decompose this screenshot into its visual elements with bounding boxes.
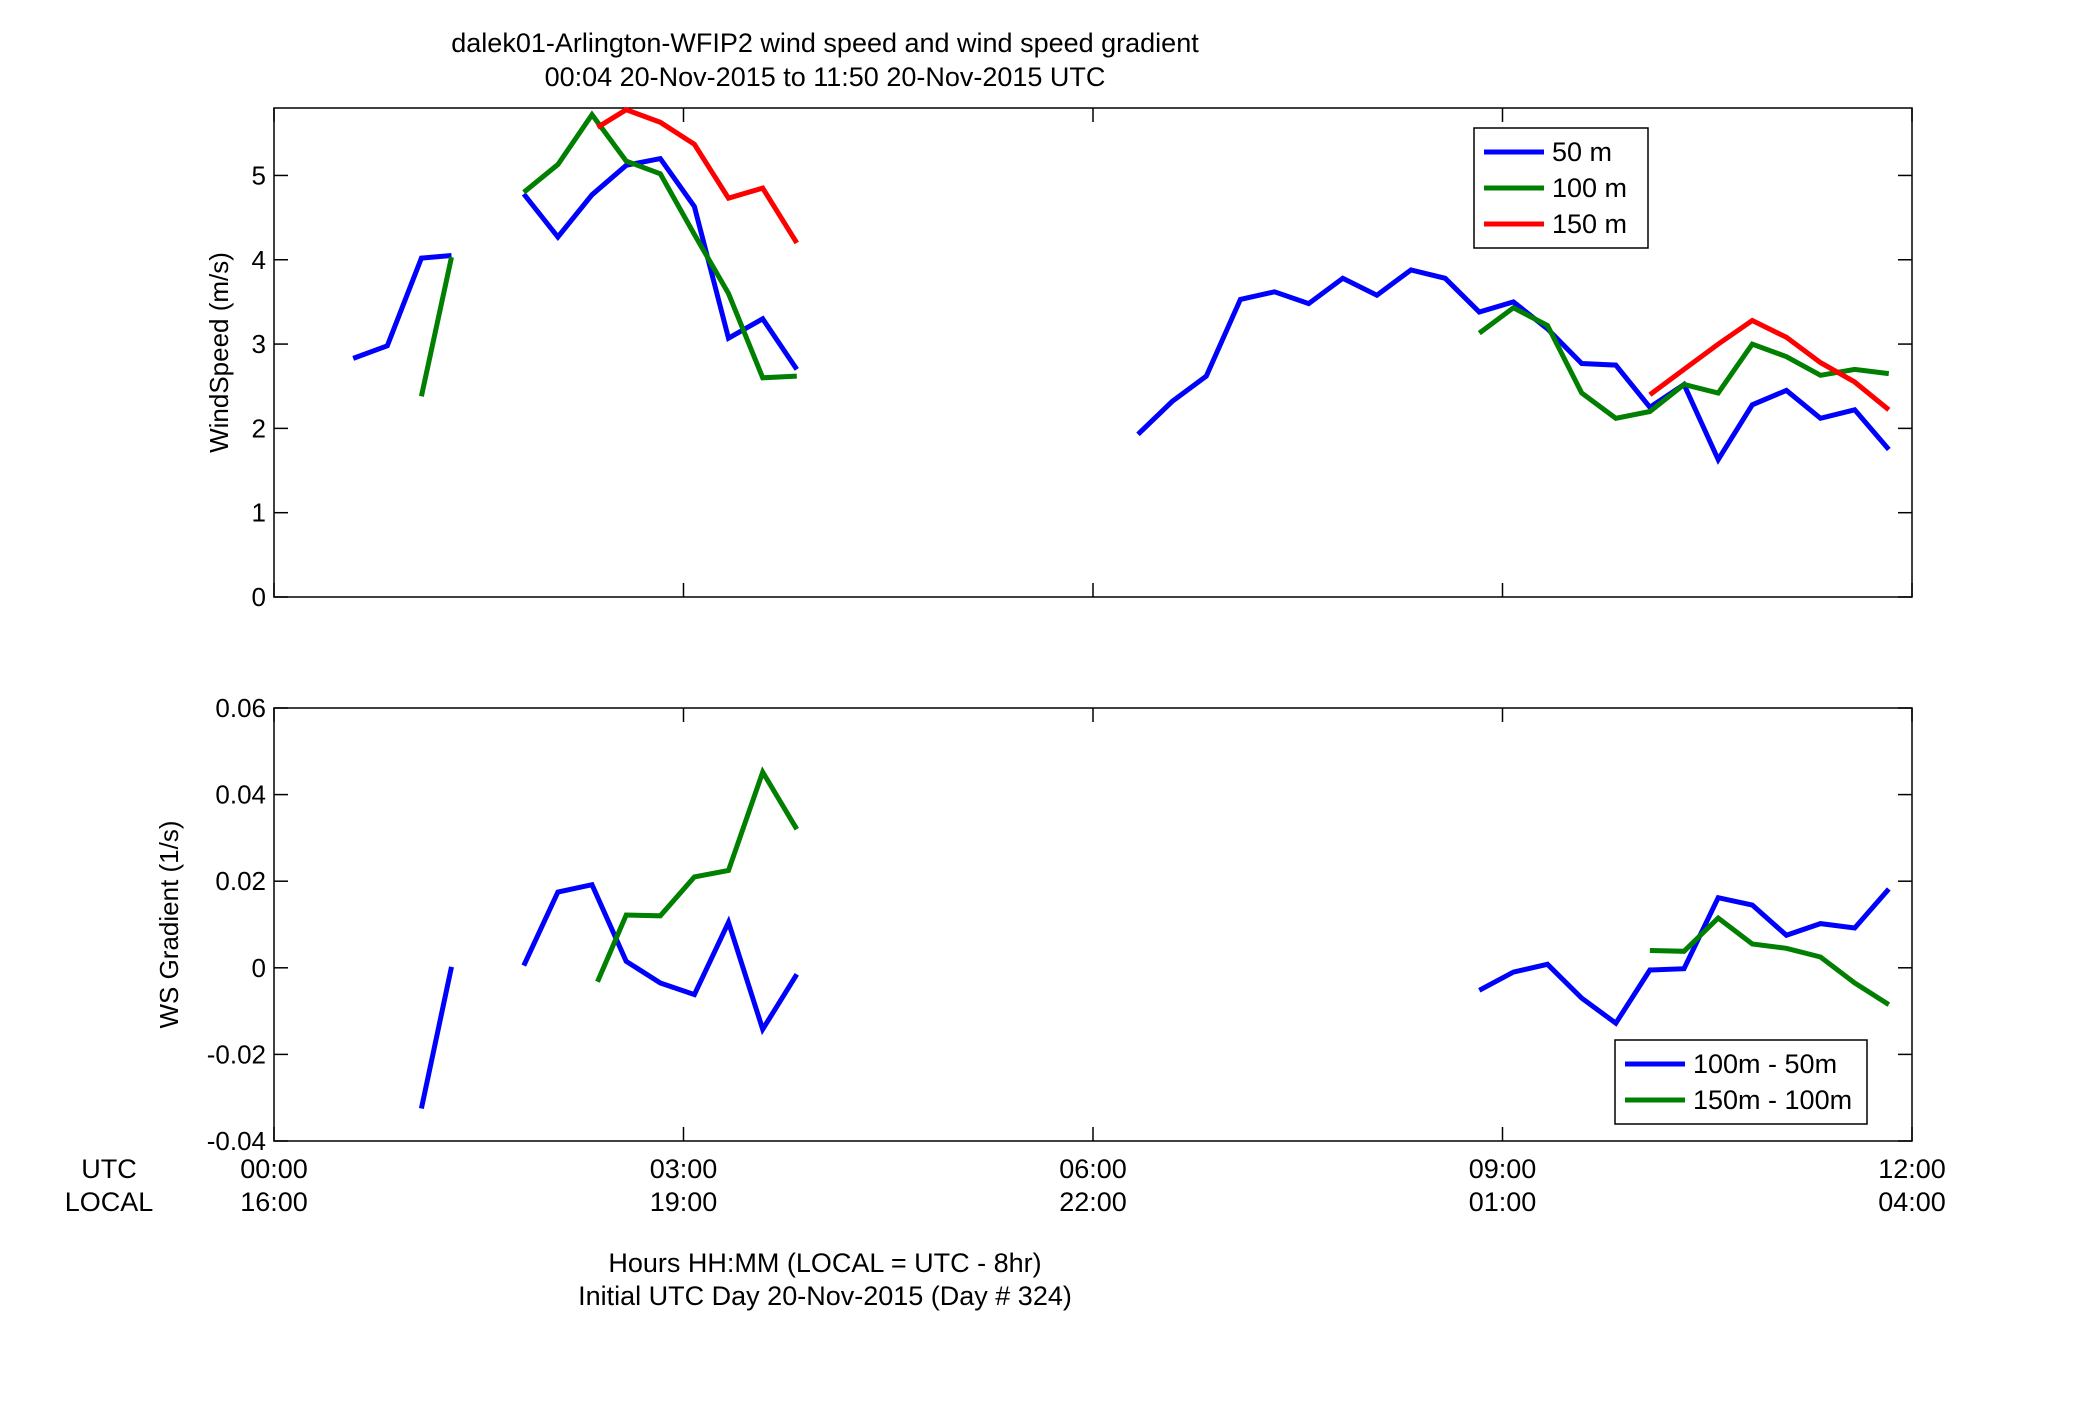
windspeed-y-tick-label: 2 (252, 413, 266, 443)
gradient-y-tick-label: 0.02 (215, 866, 266, 896)
windspeed-panel: 0 1 2 3 4 5 WindSpeed (m/s) 50 m 100 m 150 m (204, 106, 1913, 612)
gradient-y-tick-label: 0.04 (215, 780, 266, 810)
windspeed-series-50-m-line (1136, 267, 1891, 465)
figure-title-line2: 00:04 20-Nov-2015 to 11:50 20-Nov-2015 U… (545, 62, 1106, 92)
x-tick-label-utc: 06:00 (1059, 1154, 1127, 1184)
gradient-panel: -0.04 -0.02 0 0.02 0.04 0.06 WS Gradient (1/s)… (154, 693, 1913, 1156)
utc-row-label: UTC (81, 1154, 137, 1184)
windspeed-y-axis-label: WindSpeed (m/s) (204, 252, 234, 453)
gradient-series-150m-100m-line (1649, 914, 1891, 1007)
windspeed-series-150-m-line (596, 106, 799, 245)
x-axis-label-line1: Hours HH:MM (LOCAL = UTC - 8hr) (608, 1248, 1041, 1278)
x-tick-label-local: 01:00 (1469, 1187, 1537, 1217)
windspeed-legend-label: 50 m (1552, 137, 1612, 167)
gradient-y-tick-label: 0 (252, 953, 266, 983)
gradient-series-150m-100m-line (595, 766, 799, 983)
x-axis-label-line2: Initial UTC Day 20-Nov-2015 (Day # 324) (578, 1281, 1072, 1311)
gradient-y-tick-label: -0.04 (207, 1126, 266, 1156)
figure-title-line1: dalek01-Arlington-WFIP2 wind speed and w… (451, 28, 1199, 58)
x-tick-label-local: 04:00 (1878, 1187, 1946, 1217)
windspeed-y-tick-label: 3 (252, 329, 266, 359)
gradient-series-100m-50m-line (418, 966, 454, 1110)
x-tick-label-utc: 12:00 (1878, 1154, 1946, 1184)
gradient-legend-label: 150m - 100m (1693, 1085, 1852, 1115)
gradient-y-tick-label: 0.06 (215, 693, 266, 723)
gradient-series-100m-50m-line (1478, 887, 1891, 1027)
windspeed-series-150-m-line (1648, 317, 1891, 412)
windspeed-series-100-m-line (522, 110, 797, 381)
windspeed-legend-label: 150 m (1552, 209, 1627, 239)
windspeed-y-tick-label: 1 (252, 498, 266, 528)
local-row-label: LOCAL (65, 1187, 154, 1217)
x-tick-label-utc: 09:00 (1469, 1154, 1537, 1184)
windspeed-series-50-m-line (352, 253, 452, 361)
gradient-y-tick-label: -0.02 (207, 1039, 266, 1069)
windspeed-y-tick-label: 0 (252, 582, 266, 612)
windspeed-y-tick-label: 4 (252, 245, 266, 275)
windspeed-y-tick-label: 5 (252, 160, 266, 190)
windspeed-series-50-m-line (521, 155, 799, 371)
gradient-series-100m-50m-line (521, 881, 799, 1036)
gradient-legend (1614, 1039, 1868, 1125)
x-tick-label-utc: 00:00 (240, 1154, 308, 1184)
x-tick-label-local: 22:00 (1059, 1187, 1127, 1217)
windspeed-legend-label: 100 m (1552, 173, 1627, 203)
x-tick-label-local: 16:00 (240, 1187, 308, 1217)
x-tick-label-local: 19:00 (650, 1187, 718, 1217)
x-tick-label-utc: 03:00 (650, 1154, 718, 1184)
windspeed-series-100-m-line (418, 256, 454, 397)
windspeed-series-100-m-line (1477, 304, 1890, 421)
gradient-legend-label: 100m - 50m (1693, 1049, 1837, 1079)
gradient-y-axis-label: WS Gradient (1/s) (154, 820, 184, 1028)
